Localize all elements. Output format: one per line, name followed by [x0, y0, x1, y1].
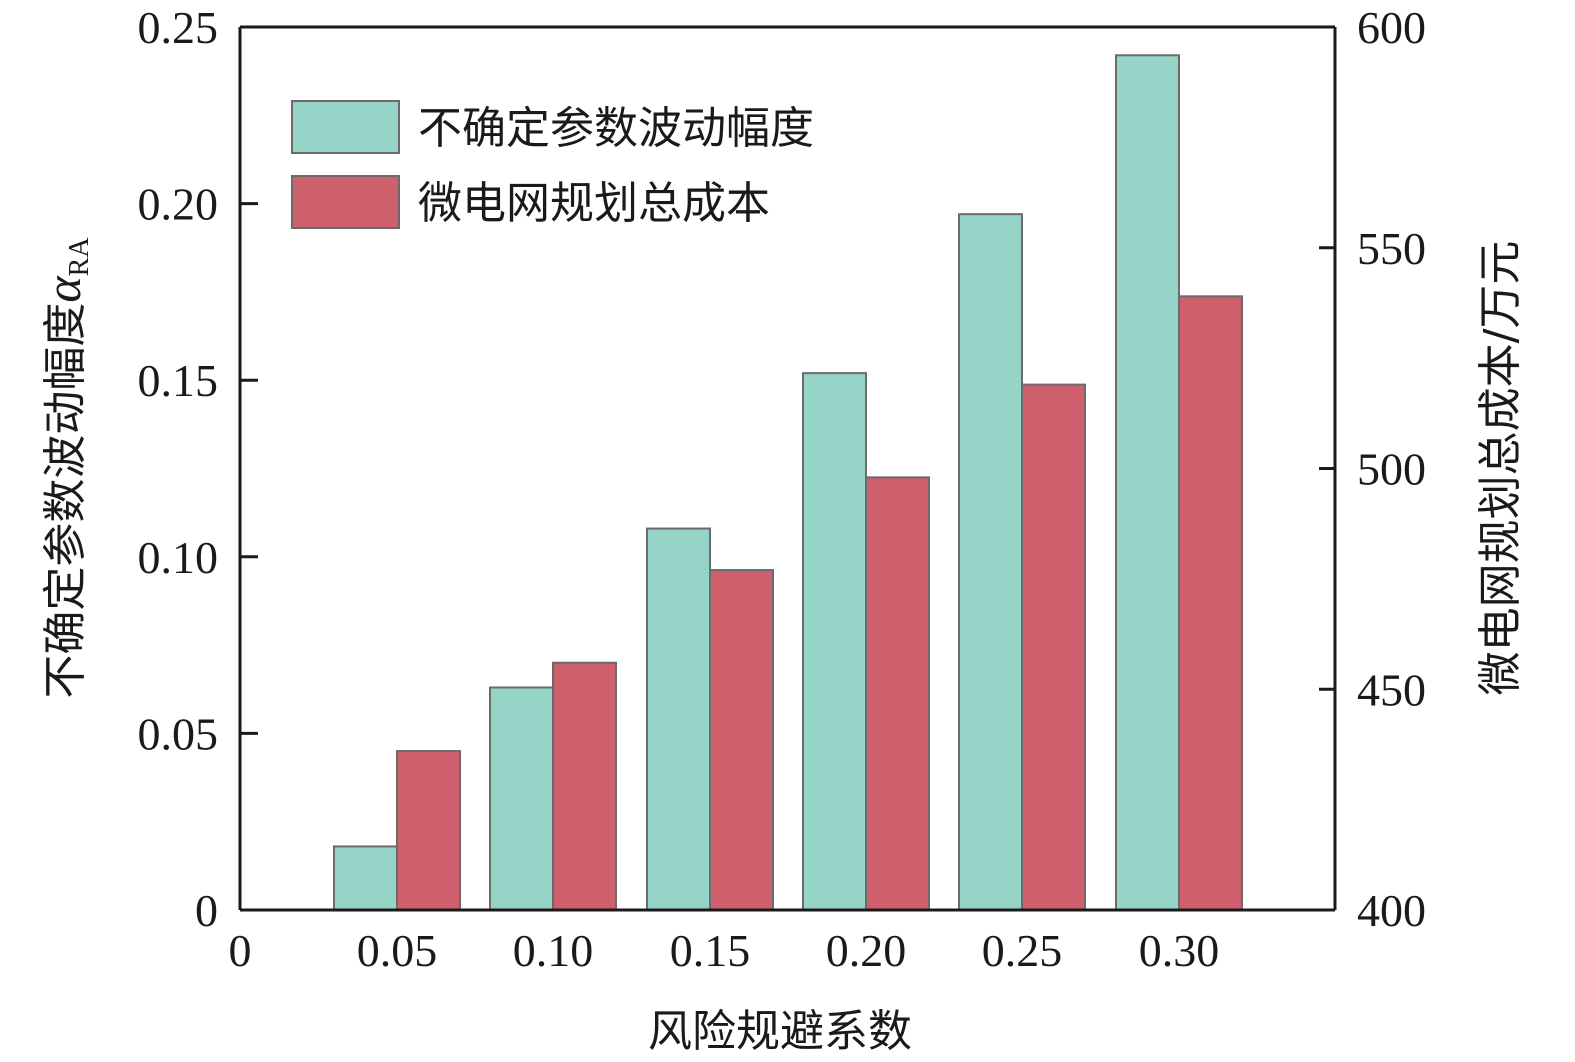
- left-axis-title: 不确定参数波动幅度αRA: [35, 237, 95, 699]
- left-tick-label: 0.10: [138, 532, 219, 583]
- bar-cost-0.20: [865, 476, 930, 911]
- legend-label: 微电网规划总成本: [418, 178, 770, 229]
- bar-cost-0.25: [1021, 383, 1086, 911]
- legend-swatch: [291, 100, 400, 154]
- right-axis-title: 微电网规划总成本/万元: [1475, 241, 1526, 696]
- x-tick-label: 0.15: [670, 925, 751, 976]
- bar-fluctuation-0.15: [646, 527, 711, 911]
- bar-fluctuation-0.10: [489, 686, 554, 912]
- right-tick-label: 450: [1357, 664, 1426, 715]
- left-tick-label: 0: [195, 885, 218, 936]
- legend-swatch: [291, 175, 400, 229]
- bar-cost-0.05: [396, 750, 461, 911]
- bar-cost-0.30: [1178, 295, 1243, 911]
- left-tick-label: 0.05: [138, 708, 219, 759]
- x-axis-title: 风险规避系数: [648, 1006, 912, 1057]
- right-tick-label: 600: [1357, 2, 1426, 53]
- bar-fluctuation-0.05: [333, 845, 398, 912]
- x-tick-label: 0.10: [513, 925, 594, 976]
- axes-group: 0 0.05 0.10 0.15 0.20 0.25 400 450 500 550 600 0 0.0…: [138, 2, 1427, 976]
- right-tick-label: 400: [1357, 885, 1426, 936]
- right-tick-label: 500: [1357, 444, 1426, 495]
- bar-cost-0.10: [552, 661, 617, 912]
- axis-titles: 风险规避系数 不确定参数波动幅度αRA 微电网规划总成本/万元: [35, 237, 1526, 1057]
- bar-fluctuation-0.20: [802, 372, 867, 911]
- bars-group: [333, 54, 1243, 912]
- bar-fluctuation-0.25: [958, 213, 1023, 912]
- x-tick-label: 0.30: [1139, 925, 1220, 976]
- legend-label: 不确定参数波动幅度: [418, 103, 814, 154]
- x-tick-label: 0.20: [826, 925, 907, 976]
- x-tick-label: 0.25: [982, 925, 1063, 976]
- bar-fluctuation-0.30: [1115, 54, 1180, 912]
- right-tick-label: 550: [1357, 223, 1426, 274]
- bar-cost-0.15: [709, 569, 774, 911]
- left-tick-label: 0.25: [138, 2, 219, 53]
- x-tick-label: 0.05: [357, 925, 438, 976]
- left-tick-label: 0.20: [138, 179, 219, 230]
- left-tick-label: 0.15: [138, 355, 219, 406]
- x-origin-label: 0: [229, 925, 252, 976]
